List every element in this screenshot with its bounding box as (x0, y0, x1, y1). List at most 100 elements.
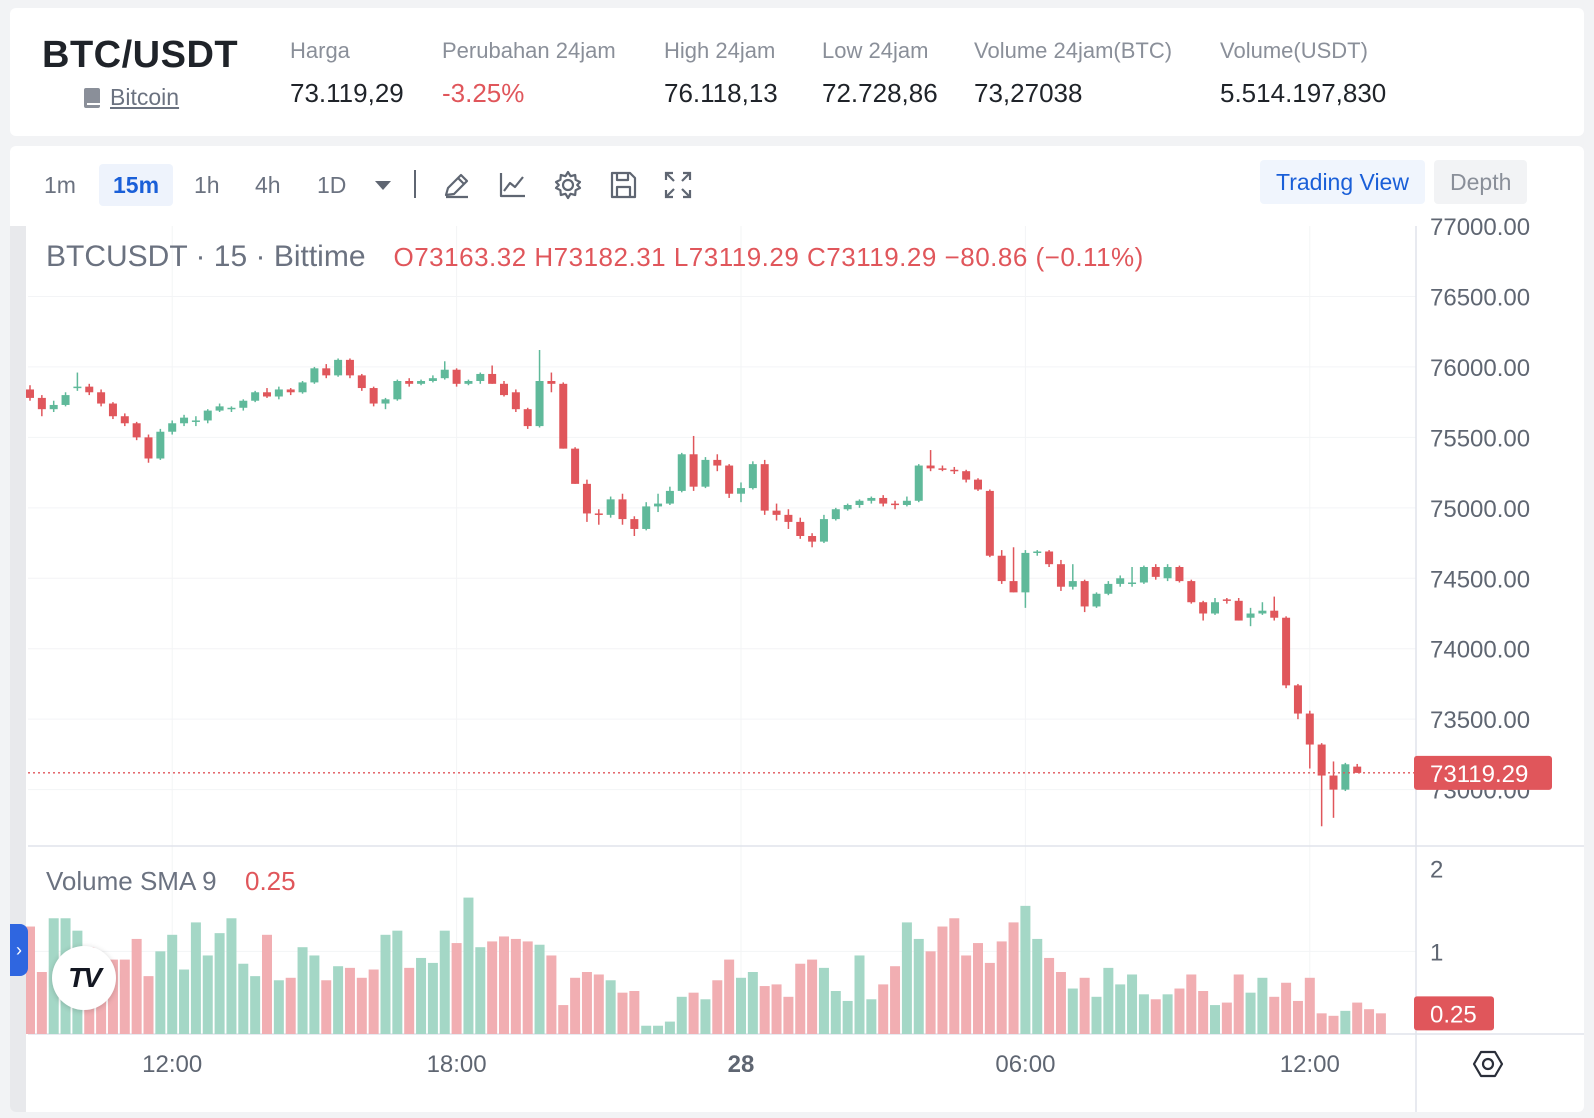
tf-4h[interactable]: 4h (255, 172, 281, 198)
candle-body (393, 381, 402, 400)
volume-bar (202, 955, 213, 1034)
candle-body (1163, 567, 1172, 579)
volume-bar (984, 962, 995, 1034)
volume-bar (736, 977, 746, 1034)
candle-body (286, 389, 295, 393)
candle-body (1199, 602, 1208, 614)
candle-body (85, 386, 94, 393)
candle-body (701, 459, 710, 487)
candle-body (689, 454, 698, 487)
candle-body (452, 369, 461, 384)
volume-bar (581, 972, 592, 1034)
volume-last-badge (1414, 996, 1494, 1031)
indicator-chart-icon[interactable] (496, 168, 530, 202)
candle-body (938, 468, 947, 470)
candle-body (950, 469, 959, 472)
volume-bar (724, 959, 735, 1034)
volume-bar (1233, 974, 1244, 1034)
volume-bar (131, 938, 142, 1034)
candle-body (1293, 685, 1302, 714)
candle-body (144, 437, 153, 459)
volume-bar (1079, 977, 1090, 1034)
tf-1d[interactable]: 1D (317, 172, 347, 198)
time-tick-label: 12:00 (1280, 1051, 1340, 1078)
candle-body (571, 448, 580, 484)
tradingview-logo[interactable]: TV (52, 946, 116, 1010)
stat-label: Low 24jam (822, 38, 929, 63)
volume-bar (1162, 994, 1173, 1034)
stat-label: High 24jam (664, 38, 776, 63)
volume-bar (250, 976, 261, 1034)
volume-bar (795, 963, 806, 1034)
price-tick-label: 73500.00 (1430, 707, 1530, 734)
candle-body (737, 488, 745, 494)
price-tick-label: 74000.00 (1430, 637, 1530, 664)
candle-body (1305, 713, 1314, 745)
stat-high-24h: High 24jam 76.118,13 (664, 38, 778, 109)
volume-bar (1138, 994, 1149, 1034)
candle-body (322, 368, 331, 376)
volume-bar (818, 967, 829, 1034)
tf-1h[interactable]: 1h (194, 172, 220, 198)
candle-body (357, 375, 366, 389)
volume-bar (1210, 1005, 1220, 1034)
stat-value: 73.119,29 (290, 78, 404, 108)
gear-icon[interactable] (551, 168, 585, 202)
candle-body (1246, 613, 1255, 618)
candle-body (464, 381, 473, 384)
depth-tab[interactable]: Depth (1434, 160, 1528, 204)
candle-body (997, 555, 1006, 582)
volume-bar (1020, 905, 1031, 1034)
pencil-icon[interactable] (440, 168, 474, 202)
volume-bar (451, 943, 462, 1034)
volume-bar (878, 984, 889, 1034)
stat-low-24h: Low 24jam 72.728,86 (822, 38, 938, 109)
coin-name[interactable]: Bitcoin (110, 84, 180, 110)
volume-bar (439, 930, 450, 1034)
stat-volume-btc: Volume 24jam(BTC) 73,27038 (974, 38, 1172, 109)
candle-body (1139, 567, 1148, 583)
candle-body (654, 503, 663, 507)
save-icon[interactable] (606, 168, 640, 202)
volume-bar (534, 944, 545, 1034)
candle-body (535, 381, 544, 427)
volume-legend: Volume SMA 9 0.25 (46, 866, 296, 897)
candle-body (582, 483, 591, 514)
candle-body (902, 500, 911, 505)
volume-bar (333, 966, 344, 1034)
candle-body (974, 479, 982, 490)
candlestick-chart[interactable]: 73000.0073500.0074000.0074500.0075000.00… (10, 146, 1584, 1112)
volume-bar (344, 967, 355, 1034)
candle-body (334, 359, 343, 376)
volume-bar (1055, 972, 1066, 1034)
volume-bar (1316, 1013, 1327, 1034)
dropdown-caret-icon[interactable] (366, 168, 400, 202)
candle-body (1175, 567, 1184, 582)
volume-bar (404, 967, 415, 1034)
candle-body (855, 500, 864, 505)
fullscreen-icon[interactable] (661, 168, 695, 202)
candle-body (796, 521, 805, 536)
candle-body (642, 506, 651, 529)
trading-view-tab[interactable]: Trading View (1260, 160, 1425, 204)
volume-bar (226, 918, 237, 1034)
tf-1m[interactable]: 1m (44, 172, 76, 198)
volume-bar (1257, 977, 1268, 1034)
candle-body (26, 389, 34, 398)
volume-bar (629, 991, 640, 1034)
candle-body (168, 423, 177, 432)
coin-link[interactable]: Bitcoin (84, 84, 179, 111)
expand-sidebar-button[interactable]: › (10, 924, 28, 976)
stat-value: 72.728,86 (822, 78, 938, 108)
volume-bar (747, 972, 758, 1034)
volume-bar (866, 999, 877, 1034)
stat-value: 73,27038 (974, 78, 1083, 108)
candle-body (1317, 744, 1326, 776)
volume-bar (107, 959, 118, 1034)
candle-body (476, 373, 485, 381)
candle-body (772, 510, 781, 515)
volume-indicator-name: Volume SMA 9 (46, 866, 217, 896)
candle-body (298, 382, 307, 393)
axis-settings-icon[interactable] (1470, 1046, 1506, 1082)
tf-15m[interactable]: 15m (99, 164, 174, 206)
